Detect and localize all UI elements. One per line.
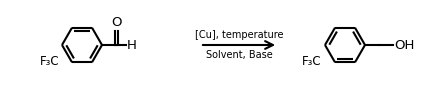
Text: O: O — [111, 16, 121, 29]
Text: [Cu], temperature: [Cu], temperature — [195, 30, 283, 40]
Text: OH: OH — [394, 39, 414, 51]
Text: F₃C: F₃C — [39, 55, 59, 68]
Text: F₃C: F₃C — [302, 55, 322, 68]
Text: Solvent, Base: Solvent, Base — [205, 50, 272, 60]
Text: H: H — [127, 39, 137, 51]
